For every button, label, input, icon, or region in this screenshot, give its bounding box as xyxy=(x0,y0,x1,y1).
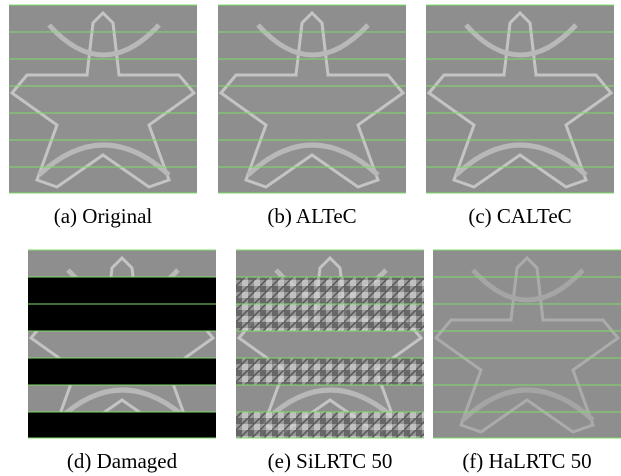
missing-band xyxy=(28,277,216,304)
caption: (b) ALTeC xyxy=(267,204,356,228)
panel-image xyxy=(433,250,621,438)
caption: (c) CALTeC xyxy=(468,204,571,228)
figure: (a) Original (b) ALTeC (c) CALTeC (d) Damag… xyxy=(0,0,621,476)
panel-image xyxy=(218,5,406,193)
panel-image xyxy=(9,5,197,193)
caption: (e) SiLRTC 50 xyxy=(268,449,393,473)
panel-image xyxy=(426,5,614,193)
missing-band xyxy=(236,304,424,331)
missing-band xyxy=(236,358,424,385)
caption: (a) Original xyxy=(54,204,153,228)
caption: (f) HaLRTC 50 xyxy=(462,449,591,473)
missing-band xyxy=(236,412,424,438)
panel-image xyxy=(28,250,216,438)
missing-band xyxy=(236,277,424,304)
missing-band xyxy=(28,304,216,331)
caption: (d) Damaged xyxy=(67,449,178,473)
missing-band xyxy=(28,358,216,385)
missing-band xyxy=(28,412,216,438)
panel-image xyxy=(236,250,424,438)
